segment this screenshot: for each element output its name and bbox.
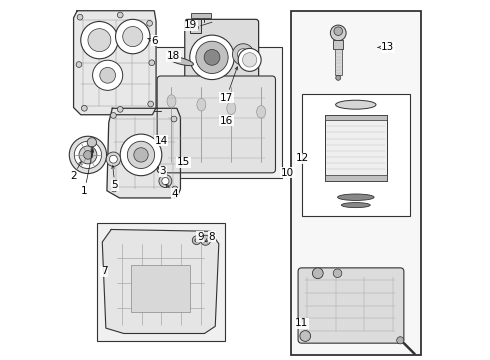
Circle shape xyxy=(100,67,116,83)
Circle shape xyxy=(147,21,152,26)
Circle shape xyxy=(333,269,342,278)
Text: 10: 10 xyxy=(281,168,294,178)
Circle shape xyxy=(192,236,201,244)
Circle shape xyxy=(81,105,87,111)
Bar xyxy=(302,94,410,216)
Circle shape xyxy=(111,186,117,192)
Polygon shape xyxy=(74,11,156,115)
Circle shape xyxy=(171,116,177,122)
Circle shape xyxy=(397,337,404,344)
Polygon shape xyxy=(102,229,219,333)
Circle shape xyxy=(81,22,118,59)
Circle shape xyxy=(93,60,122,90)
Circle shape xyxy=(159,175,172,188)
Circle shape xyxy=(313,268,323,279)
Circle shape xyxy=(195,238,198,242)
Circle shape xyxy=(76,62,82,67)
Text: 12: 12 xyxy=(296,153,309,163)
Ellipse shape xyxy=(168,56,194,66)
Bar xyxy=(191,13,211,18)
Circle shape xyxy=(117,12,123,18)
Text: 6: 6 xyxy=(148,36,158,46)
Circle shape xyxy=(232,44,254,65)
Circle shape xyxy=(336,75,341,80)
Bar xyxy=(97,223,224,341)
Ellipse shape xyxy=(257,105,266,118)
FancyBboxPatch shape xyxy=(298,268,404,343)
Text: 5: 5 xyxy=(112,166,118,190)
Bar xyxy=(155,47,282,178)
Text: 19: 19 xyxy=(184,20,197,30)
Text: 8: 8 xyxy=(205,232,215,242)
Bar xyxy=(131,265,190,312)
Circle shape xyxy=(77,14,83,20)
Ellipse shape xyxy=(197,98,206,111)
Bar xyxy=(291,11,421,355)
Circle shape xyxy=(116,19,150,54)
Circle shape xyxy=(109,155,117,163)
Circle shape xyxy=(193,25,198,31)
Ellipse shape xyxy=(167,95,176,107)
Circle shape xyxy=(74,141,101,168)
Circle shape xyxy=(69,136,107,174)
Circle shape xyxy=(87,138,97,147)
Text: 18: 18 xyxy=(167,51,180,61)
Text: 15: 15 xyxy=(177,157,190,167)
Circle shape xyxy=(172,186,178,192)
Text: 3: 3 xyxy=(158,166,166,176)
Circle shape xyxy=(111,113,116,118)
Bar xyxy=(335,48,342,75)
Circle shape xyxy=(106,152,121,166)
Circle shape xyxy=(117,107,123,112)
Ellipse shape xyxy=(338,194,374,201)
Ellipse shape xyxy=(342,203,370,208)
Circle shape xyxy=(79,146,97,164)
Bar xyxy=(325,115,387,181)
Circle shape xyxy=(334,27,343,36)
Text: 7: 7 xyxy=(101,266,107,276)
Text: 9: 9 xyxy=(196,232,203,242)
Circle shape xyxy=(88,29,111,51)
FancyBboxPatch shape xyxy=(185,19,259,104)
Circle shape xyxy=(120,134,162,176)
Circle shape xyxy=(122,27,143,46)
Ellipse shape xyxy=(227,102,236,114)
Circle shape xyxy=(243,53,257,67)
Circle shape xyxy=(300,330,311,341)
Circle shape xyxy=(190,35,234,80)
Circle shape xyxy=(238,48,261,71)
Circle shape xyxy=(162,177,169,185)
Text: 13: 13 xyxy=(378,42,394,52)
Circle shape xyxy=(148,101,153,107)
Text: 4: 4 xyxy=(166,184,178,199)
Bar xyxy=(325,115,387,120)
Text: 14: 14 xyxy=(155,136,168,145)
Circle shape xyxy=(84,150,92,159)
Circle shape xyxy=(204,49,220,65)
Text: 11: 11 xyxy=(295,319,309,328)
FancyBboxPatch shape xyxy=(157,76,275,173)
Circle shape xyxy=(200,235,211,245)
Text: 2: 2 xyxy=(70,162,81,181)
Polygon shape xyxy=(107,108,180,198)
Circle shape xyxy=(149,60,155,66)
Circle shape xyxy=(238,49,249,60)
Circle shape xyxy=(127,141,155,168)
Circle shape xyxy=(330,25,346,41)
Circle shape xyxy=(196,41,228,73)
Text: 16: 16 xyxy=(220,116,233,126)
Text: 1: 1 xyxy=(81,149,94,196)
Text: 17: 17 xyxy=(220,67,238,103)
Ellipse shape xyxy=(336,100,376,109)
Circle shape xyxy=(134,148,148,162)
Bar xyxy=(333,40,343,49)
Bar xyxy=(325,175,387,181)
Bar xyxy=(191,19,200,33)
